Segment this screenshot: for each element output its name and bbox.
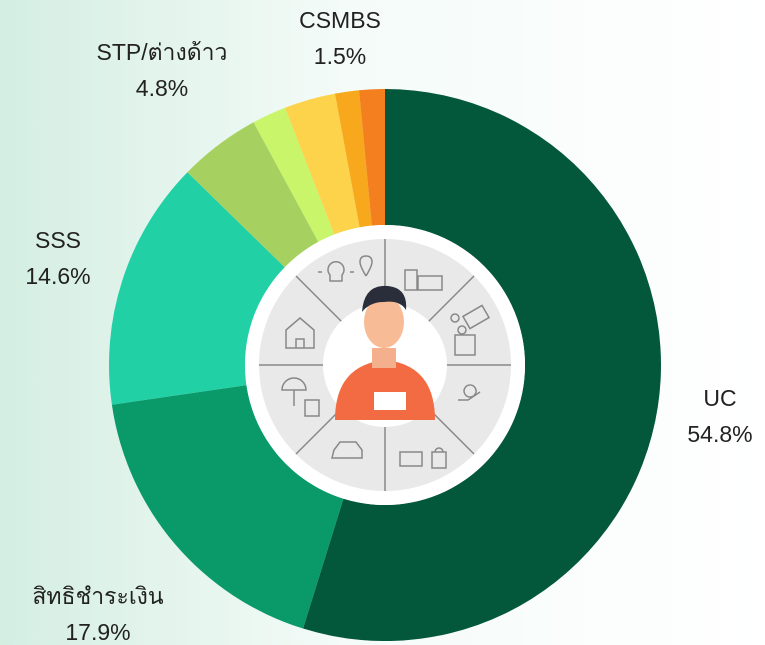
slice [187, 122, 319, 268]
slice-value-label: 17.9% [65, 619, 130, 645]
slice-value-label: 14.6% [25, 263, 90, 289]
slice-label: CSMBS [299, 7, 381, 33]
slice [253, 107, 335, 242]
slice-label: UC [703, 385, 736, 411]
slice-label: สิทธิชำระเงิน [32, 583, 164, 609]
slice [111, 385, 344, 629]
slice [285, 93, 360, 235]
slice-label: SSS [35, 227, 81, 253]
slice [334, 90, 372, 228]
center-illustration [245, 225, 525, 505]
slice [109, 172, 285, 405]
slice [359, 89, 385, 226]
slices [109, 89, 661, 641]
labels: UC 54.8% สิทธิชำระเงิน 17.9% SSS 14.6% STP/ต่า… [25, 7, 752, 645]
slice [303, 89, 661, 641]
slice-value-label: 4.8% [136, 75, 188, 101]
slice-value-label: 1.5% [314, 43, 366, 69]
slice-label: STP/ต่างด้าว [97, 39, 228, 65]
slice-value-label: 54.8% [687, 421, 752, 447]
